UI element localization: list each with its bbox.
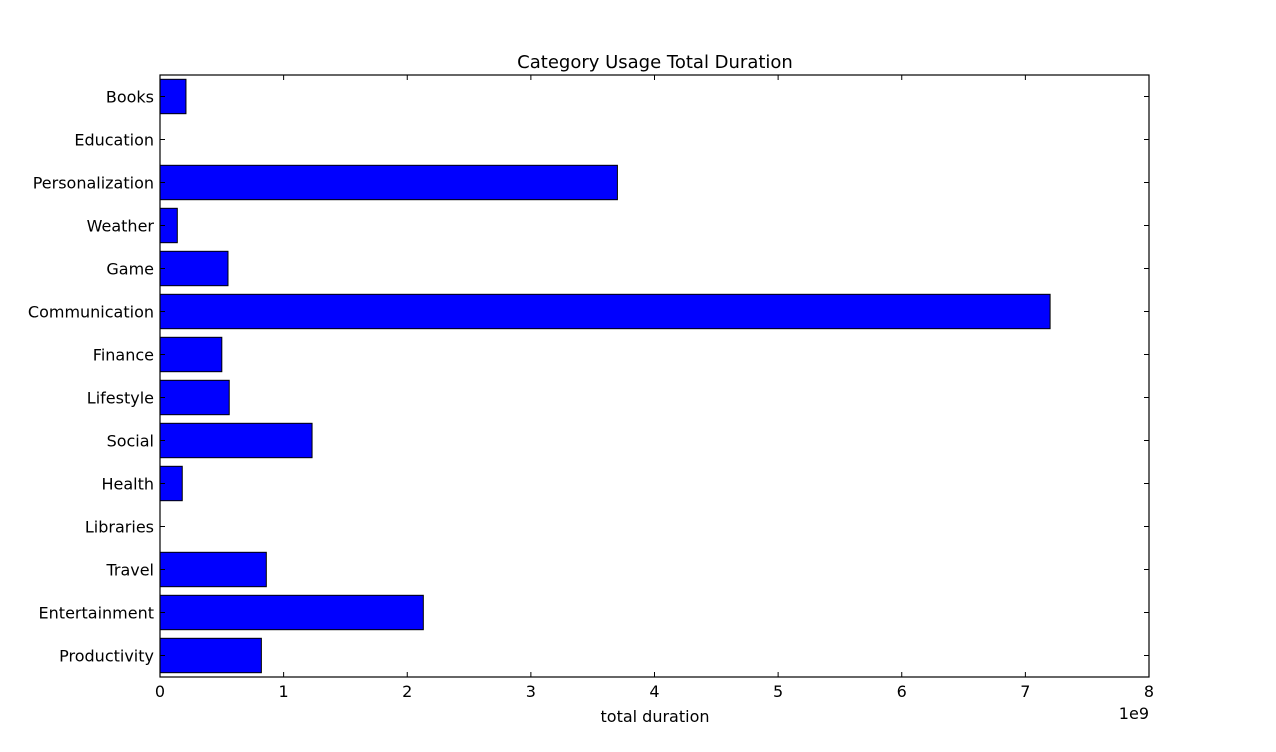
y-tick-label: Finance (93, 346, 154, 365)
y-tick-label: Social (107, 432, 154, 451)
y-tick-label: Personalization (33, 174, 154, 193)
y-tick-label: Libraries (85, 518, 154, 537)
x-axis-scale-label: 1e9 (1119, 704, 1149, 723)
y-tick-label: Education (74, 131, 154, 150)
bar-finance (159, 336, 223, 373)
bar-productivity (159, 637, 262, 674)
x-tick-label: 5 (773, 682, 783, 701)
y-tick-label: Communication (28, 303, 154, 322)
bars-layer (159, 78, 1051, 674)
bar-game (159, 250, 229, 287)
x-tick-label: 1 (279, 682, 289, 701)
x-tick-label: 8 (1144, 682, 1154, 701)
y-tick-label: Travel (105, 561, 154, 580)
bar-communication (159, 293, 1051, 330)
ticks-layer (159, 75, 1150, 677)
x-tick-label: 6 (897, 682, 907, 701)
bar-lifestyle (159, 379, 230, 416)
labels-layer: Books Education Personalization Weather Game… (28, 88, 1154, 702)
bar-personalization (159, 164, 618, 201)
bar-travel (159, 551, 267, 588)
chart-title: Category Usage Total Duration (517, 52, 793, 73)
y-tick-label: Game (106, 260, 154, 279)
x-tick-label: 4 (649, 682, 659, 701)
y-tick-label: Productivity (59, 647, 154, 666)
y-tick-label: Health (101, 475, 154, 494)
bar-social (159, 422, 313, 459)
y-tick-label: Entertainment (39, 604, 154, 623)
x-tick-label: 3 (526, 682, 536, 701)
bar-entertainment (159, 594, 424, 631)
x-axis-label: total duration (601, 707, 710, 726)
x-tick-label: 2 (402, 682, 412, 701)
y-tick-label: Books (106, 88, 154, 107)
x-tick-label: 0 (155, 682, 165, 701)
y-tick-label: Lifestyle (87, 389, 154, 408)
x-tick-label: 7 (1020, 682, 1030, 701)
y-tick-label: Weather (87, 217, 155, 236)
